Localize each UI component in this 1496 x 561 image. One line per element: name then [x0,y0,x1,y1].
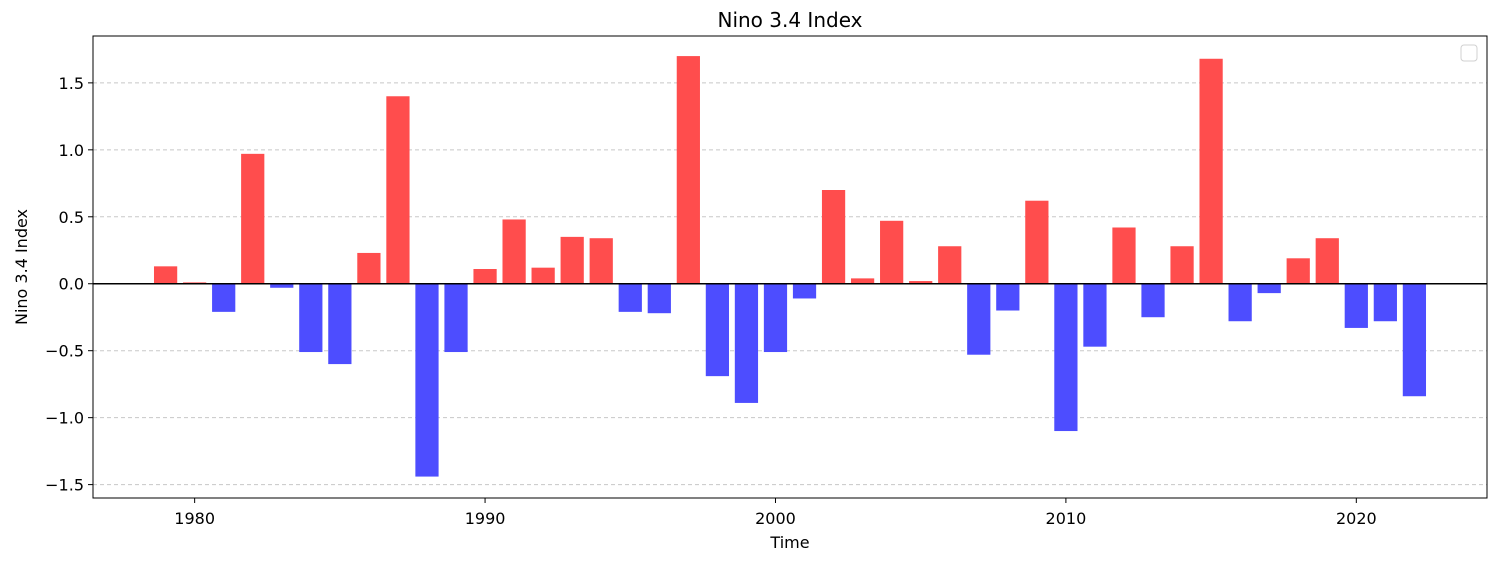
bar-1990 [473,269,497,284]
bar-1979 [153,266,178,284]
plot-frame [92,35,1488,499]
bar-2021 [1373,283,1397,322]
bar-1988 [415,283,439,477]
y-tick-label: 1.0 [59,141,84,160]
y-tick-label: 0.5 [59,208,84,227]
x-tick-label: 1980 [174,509,215,528]
y-tick-label: −1.0 [45,409,84,428]
bar-2017 [1257,283,1281,294]
bar-1989 [444,283,468,353]
bar-1983 [270,283,294,288]
bar-1998 [705,283,730,377]
bar-2022 [1402,283,1427,397]
bar-2014 [1170,246,1194,284]
bar-1986 [357,252,381,284]
bar-2004 [880,220,904,284]
y-tick-label: 0.0 [59,275,84,294]
bar-1996 [647,283,671,314]
bar-2013 [1141,283,1165,318]
chart-title: Nino 3.4 Index [717,8,862,32]
bar-2018 [1286,258,1310,284]
bar-1987 [386,96,410,284]
bar-2016 [1228,283,1252,322]
bar-1997 [676,56,700,284]
bar-1984 [299,283,323,353]
x-tick-label: 2000 [755,509,796,528]
y-axis-ticks: −1.5 −1.0 −0.5 0.0 0.5 1.0 1.5 [45,74,93,495]
bar-2007 [967,283,991,355]
y-tick-label: −0.5 [45,342,84,361]
bar-2019 [1315,238,1339,284]
legend-box [1460,44,1478,62]
bar-2005 [909,281,933,284]
bars [153,56,1427,477]
y-tick-label: 1.5 [59,74,84,93]
grid-lines [93,82,1487,486]
bar-1993 [560,236,584,284]
y-axis-label: Nino 3.4 Index [12,209,31,325]
bar-1991 [502,219,526,284]
bar-2012 [1112,227,1136,284]
bar-1994 [589,238,613,284]
bar-2006 [938,246,962,284]
x-axis-ticks: 1980 1990 2000 2010 2020 [174,498,1377,528]
bar-2003 [850,278,875,284]
bar-1999 [734,283,759,403]
bar-1981 [212,283,236,312]
bar-1995 [618,283,642,312]
x-tick-label: 2010 [1046,509,1087,528]
bar-2008 [996,283,1020,311]
bar-2015 [1199,58,1223,284]
bar-2020 [1344,283,1368,328]
x-tick-label: 1990 [465,509,506,528]
bar-2011 [1083,283,1107,347]
bar-1982 [241,153,265,284]
bar-2002 [821,190,846,284]
bar-1985 [328,283,352,365]
y-tick-label: −1.5 [45,476,84,495]
bar-2000 [763,283,788,353]
bar-2001 [792,283,817,299]
bar-1992 [531,267,555,284]
bar-2010 [1054,283,1078,432]
x-tick-label: 2020 [1336,509,1377,528]
x-axis-label: Time [769,533,809,552]
bar-2009 [1025,200,1049,284]
